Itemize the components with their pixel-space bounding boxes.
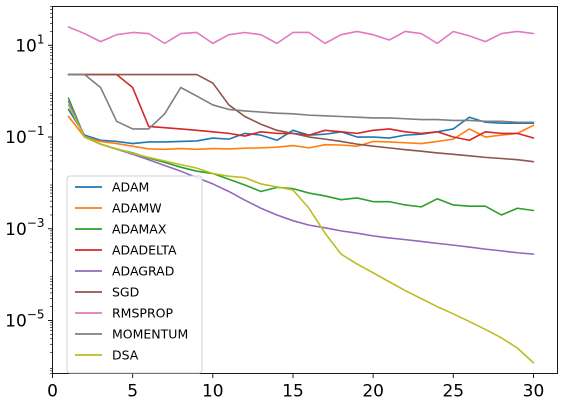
- legend-label-adamax: ADAMAX: [112, 222, 167, 237]
- legend: ADAM ADAMW ADAMAX ADADELTA ADAGRAD SGD RMSPROP…: [66, 175, 203, 374]
- y-tick-exponent: −1: [27, 124, 45, 138]
- series-line-rmsprop: [67, 26, 535, 45]
- legend-label-adamw: ADAMW: [112, 201, 162, 216]
- y-tick-base: 10: [5, 220, 27, 240]
- x-tick-label: 0: [47, 382, 58, 402]
- y-tick-base: 10: [5, 312, 27, 332]
- series-line-dsa: [67, 104, 535, 364]
- y-tick-label: 10−3: [5, 216, 44, 240]
- y-tick-label: 101: [15, 32, 44, 56]
- series-line-adagrad: [67, 100, 535, 255]
- series-line-sgd: [67, 73, 535, 163]
- legend-label-momentum: MOMENTUM: [112, 327, 188, 342]
- y-tick-exponent: −5: [27, 308, 45, 322]
- series-line-adadelta: [67, 73, 535, 142]
- legend-label-adadelta: ADADELTA: [112, 243, 177, 258]
- legend-label-adagrad: ADAGRAD: [112, 264, 174, 279]
- x-tick-label: 5: [127, 382, 138, 402]
- x-tick-label: 30: [523, 382, 545, 402]
- series-line-adam: [67, 108, 535, 145]
- legend-label-adam: ADAM: [112, 180, 149, 195]
- x-tick-label: 25: [442, 382, 464, 402]
- y-tick-base: 10: [15, 36, 37, 56]
- y-tick-exponent: −3: [27, 216, 45, 230]
- x-tick-label: 15: [282, 382, 304, 402]
- legend-label-rmsprop: RMSPROP: [112, 306, 173, 321]
- legend-label-sgd: SGD: [112, 285, 139, 300]
- y-tick-base: 10: [5, 128, 27, 148]
- series-layer: [67, 26, 535, 364]
- y-tick-exponent: 1: [37, 32, 45, 46]
- legend-label-dsa: DSA: [112, 348, 139, 363]
- series-line-momentum: [67, 73, 535, 130]
- x-tick-label: 20: [362, 382, 384, 402]
- legend-box: [66, 175, 203, 374]
- y-tick-label: 10−5: [5, 308, 44, 332]
- y-tick-label: 10−1: [5, 124, 44, 148]
- x-tick-label: 10: [202, 382, 224, 402]
